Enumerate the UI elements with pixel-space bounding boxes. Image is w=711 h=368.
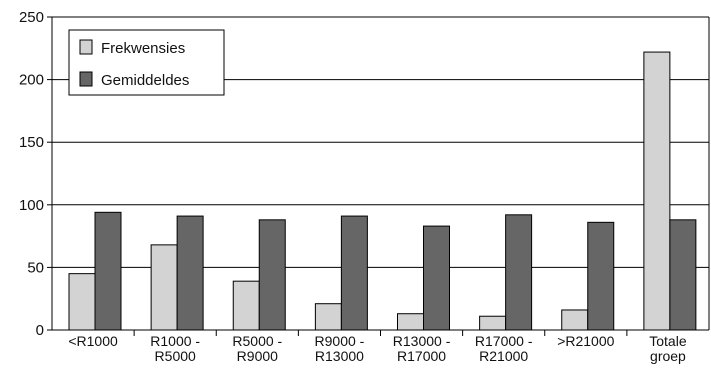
x-category-label: R1000 -R5000	[150, 333, 200, 364]
bar-gemiddeldes	[669, 219, 697, 331]
x-category-label: >R21000	[557, 333, 614, 349]
y-tick-label: 200	[19, 72, 44, 89]
bar-frekwensies	[397, 313, 424, 331]
legend-label: Gemiddeldes	[101, 72, 189, 89]
legend-label: Frekwensies	[101, 40, 185, 57]
legend-swatch	[79, 39, 93, 55]
x-category-label: Totale groep	[649, 333, 687, 364]
bar-frekwensies	[68, 273, 96, 331]
y-tick-label: 50	[27, 259, 44, 276]
bar-gemiddeldes	[176, 215, 204, 331]
legend: Frekwensies Gemiddeldes	[68, 29, 225, 96]
x-category-label: R17000 -R21000	[475, 333, 533, 364]
y-tick-labels: 0 50 100 150 200 250	[19, 9, 44, 339]
legend-swatch	[79, 71, 93, 87]
bar-gemiddeldes	[587, 221, 615, 331]
x-category-label: R13000 -R17000	[393, 333, 451, 364]
y-tick-label: 150	[19, 134, 44, 151]
y-tick-label: 100	[19, 197, 44, 214]
legend-box	[68, 29, 225, 96]
bar-frekwensies	[643, 51, 671, 331]
bar-frekwensies	[314, 303, 342, 331]
bar-gemiddeldes	[505, 214, 533, 331]
bar-gemiddeldes	[340, 215, 368, 331]
bars	[68, 51, 697, 331]
bar-frekwensies	[561, 309, 589, 331]
bar-frekwensies	[150, 244, 178, 331]
bar-gemiddeldes	[258, 219, 286, 331]
axes	[47, 16, 710, 336]
y-tick-label: 0	[36, 322, 44, 339]
bar-gemiddeldes	[94, 211, 122, 331]
bar-gemiddeldes	[423, 225, 450, 331]
x-category-labels: <R1000 R1000 -R5000 R5000 -R9000 R9000 -R13…	[68, 333, 686, 364]
y-tick-label: 250	[19, 9, 44, 26]
bar-frekwensies	[479, 315, 507, 331]
x-category-label: R5000 -R9000	[232, 333, 282, 364]
bar-frekwensies	[232, 280, 260, 331]
x-category-label: <R1000	[68, 333, 118, 349]
x-category-label: R9000 -R13000	[315, 333, 365, 364]
